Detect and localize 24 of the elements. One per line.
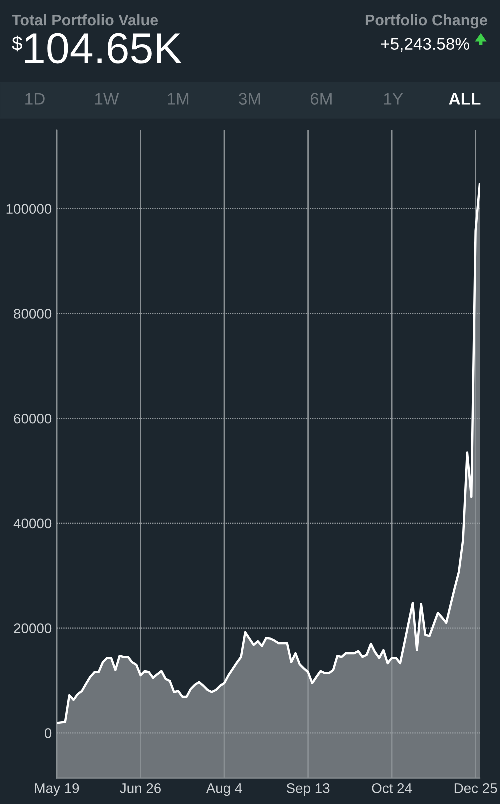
text: 6M: [310, 93, 332, 105]
text: Portfolio Change: [366, 14, 488, 29]
chart-title: Total Portfolio Value: [12, 14, 158, 26]
text: $: [12, 36, 22, 52]
x-tick-label: May 19: [35, 784, 80, 796]
x-tick-label: Jun 26: [120, 784, 162, 794]
x-tick-label: Dec 25: [454, 784, 498, 794]
y-tick-label: 0: [44, 728, 52, 738]
x-tick-label: Oct 24: [372, 784, 412, 794]
text: 3M: [239, 93, 260, 105]
text: 1W: [95, 93, 120, 105]
text: +5,243.58%: [381, 38, 470, 52]
y-tick-label: 20000: [14, 624, 52, 634]
y-tick-label: 40000: [14, 518, 52, 529]
text: ALL: [449, 93, 481, 105]
y-tick-label: 100000: [6, 204, 52, 214]
text: 1Y: [384, 93, 404, 105]
x-tick-label: Aug 4: [206, 784, 242, 796]
text: 1D: [26, 93, 45, 105]
text: 104.65K: [25, 33, 182, 64]
x-tick-label: Sep 13: [286, 784, 330, 796]
text: 1M: [168, 93, 189, 105]
y-tick-label: 60000: [14, 414, 52, 424]
y-tick-label: 80000: [14, 309, 52, 319]
